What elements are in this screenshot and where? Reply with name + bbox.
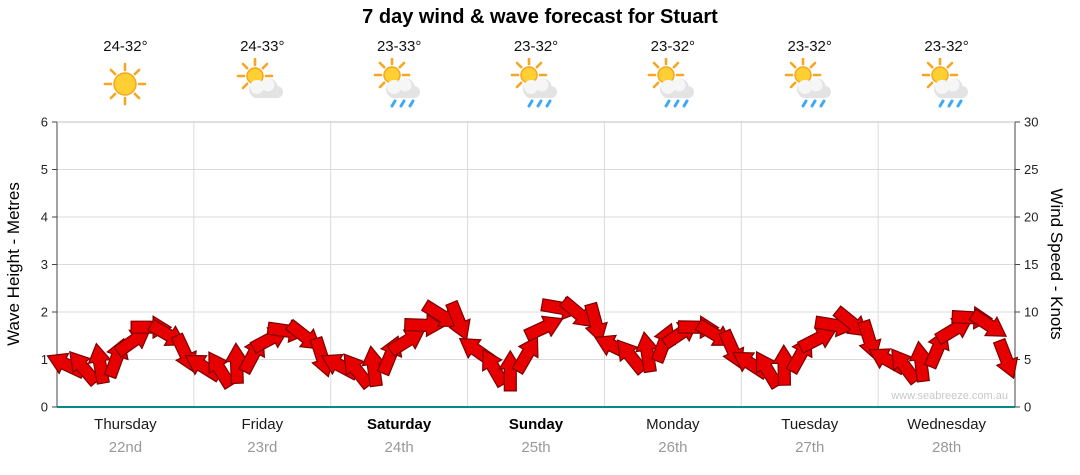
wind-arrow <box>523 315 564 342</box>
right-tick-label: 20 <box>1024 210 1038 225</box>
right-tick-label: 0 <box>1024 400 1031 415</box>
x-axis-labels: Thursday 22nd Friday 23rd Saturday 24th Sunday… <box>57 416 1015 456</box>
x-label-column: Wednesday 28th <box>878 416 1015 456</box>
x-label-column: Saturday 24th <box>331 416 468 456</box>
weather-icon-sun-cloud-rain <box>371 56 427 110</box>
day-header: 23-32° <box>878 36 1015 110</box>
wind-arrow <box>584 301 608 344</box>
wind-arrow <box>420 299 460 328</box>
day-date-label: 28th <box>931 439 962 456</box>
day-name-label: Wednesday <box>907 416 987 433</box>
wind-arrow <box>772 344 797 386</box>
wind-arrow <box>445 299 471 342</box>
right-tick-label: 5 <box>1024 352 1031 367</box>
day-header: 23-32° <box>741 36 878 110</box>
day-date-label: 23rd <box>247 439 278 456</box>
chart-title: 7 day wind & wave forecast for Stuart <box>362 6 718 28</box>
temperature-range: 23-32° <box>787 38 832 55</box>
temperature-range: 23-32° <box>924 38 969 55</box>
day-header-row: 24-32° 24-33° 23-33° 23-32° 23-32° <box>57 36 1015 110</box>
left-tick-label: 6 <box>41 115 48 130</box>
x-label-column: Tuesday 27th <box>741 416 878 456</box>
temperature-range: 24-32° <box>103 38 148 55</box>
left-tick-label: 2 <box>41 305 48 320</box>
weather-icon-sun-cloud-rain <box>782 56 838 110</box>
day-header: 23-32° <box>604 36 741 110</box>
left-axis-title: Wave Height - Metres <box>4 182 23 346</box>
wind-arrow <box>403 313 446 338</box>
wind-arrow-layer <box>46 295 1019 392</box>
wind-arrow <box>224 342 249 385</box>
temperature-range: 23-32° <box>513 38 559 55</box>
day-name-label: Saturday <box>367 416 432 433</box>
day-name-label: Tuesday <box>781 416 839 433</box>
weather-icon-sun-cloud-rain <box>645 56 701 110</box>
wind-arrow <box>558 295 596 328</box>
day-name-label: Friday <box>241 416 284 433</box>
wind-arrow <box>992 337 1019 380</box>
right-tick-label: 10 <box>1024 305 1038 320</box>
right-tick-label: 15 <box>1024 257 1038 272</box>
day-date-label: 27th <box>795 439 825 456</box>
x-label-column: Thursday 22nd <box>57 416 194 456</box>
wind-arrow <box>968 308 1008 337</box>
day-header: 24-32° <box>57 36 194 110</box>
wind-arrow <box>511 335 539 375</box>
day-name-label: Sunday <box>508 416 564 433</box>
left-tick-label: 0 <box>41 400 48 415</box>
day-date-label: 26th <box>658 439 688 456</box>
x-label-column: Monday 26th <box>604 416 741 456</box>
wind-arrow <box>635 331 659 374</box>
x-label-column: Sunday 25th <box>468 416 605 456</box>
day-header: 24-33° <box>194 36 331 110</box>
weather-icon-sun-cloud-rain <box>919 56 975 110</box>
day-date-label: 22nd <box>108 439 143 456</box>
x-label-column: Friday 23rd <box>194 416 331 456</box>
right-tick-label: 30 <box>1024 115 1038 130</box>
left-tick-label: 3 <box>41 257 48 272</box>
wind-arrow <box>908 340 933 383</box>
left-tick-label: 1 <box>41 352 48 367</box>
temperature-range: 23-33° <box>376 38 422 55</box>
temperature-range: 23-32° <box>650 38 696 55</box>
day-name-label: Monday <box>646 416 700 433</box>
day-header: 23-33° <box>331 36 468 110</box>
left-tick-label: 4 <box>41 210 48 225</box>
day-header: 23-32° <box>468 36 605 110</box>
right-tick-label: 25 <box>1024 162 1038 177</box>
day-date-label: 24th <box>384 439 414 456</box>
day-date-label: 25th <box>521 439 551 456</box>
day-name-label: Thursday <box>94 416 157 433</box>
weather-icon-sunny <box>97 58 153 110</box>
wind-arrow <box>361 345 386 388</box>
temperature-range: 24-33° <box>240 38 285 55</box>
weather-icon-sun-cloud <box>234 57 290 110</box>
right-axis-title: Wind Speed - Knots <box>1047 188 1066 340</box>
weather-icon-sun-cloud-rain <box>508 56 564 110</box>
wind-arrow <box>796 327 838 354</box>
watermark: www.seabreeze.com.au <box>890 390 1008 402</box>
left-tick-label: 5 <box>41 162 48 177</box>
wind-arrow <box>386 329 426 358</box>
